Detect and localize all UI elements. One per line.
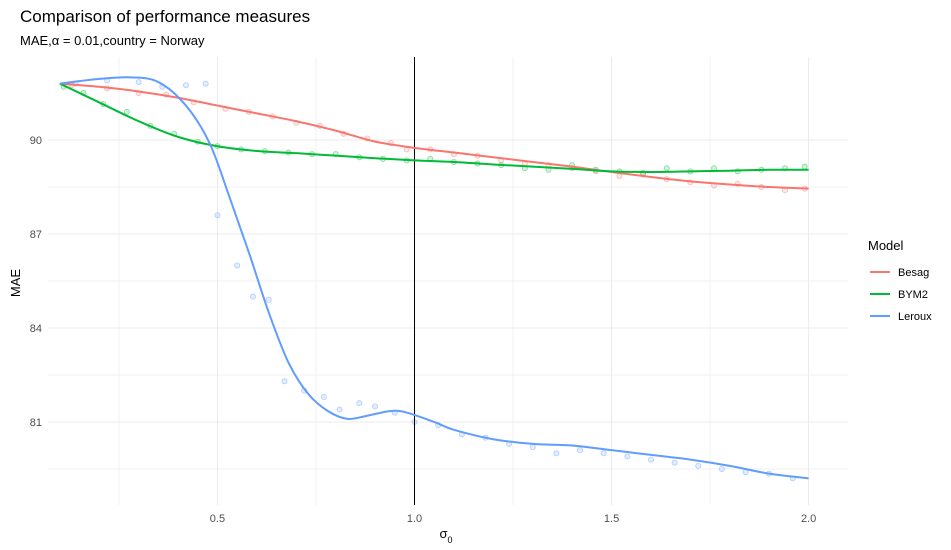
data-point-leroux [234,262,241,269]
data-point-leroux [281,378,288,385]
data-point-leroux [372,403,379,410]
data-point-leroux [553,450,560,457]
data-point-leroux [529,444,536,451]
chart-subtitle: MAE,α = 0.01,country = Norway [20,33,205,48]
data-point-leroux [214,212,221,219]
data-point-bym2 [123,108,130,115]
data-point-leroux [336,406,343,413]
y-axis-title: MAE [8,269,23,298]
series-line-besag [59,82,809,190]
legend-label-leroux: Leroux [898,311,932,323]
data-point-leroux [182,82,189,89]
data-point-leroux [624,453,631,460]
data-point-leroux [695,462,702,469]
data-point-leroux [718,465,725,472]
data-point-leroux [647,456,654,463]
legend-title: Model [868,238,904,253]
x-axis-title: σ0 [439,526,452,545]
y-tick-label: 84 [30,323,42,335]
data-point-leroux [320,393,327,400]
data-point-leroux [265,296,272,303]
data-point-leroux [135,79,142,86]
data-point-bym2 [663,165,670,172]
plot-panel [48,57,848,505]
x-tick-label: 1.0 [407,513,422,525]
legend: Model Besag BYM2 Leroux [868,238,932,323]
data-point-bym2 [801,163,808,170]
x-axis-ticks: 0.5 1.0 1.5 2.0 [210,513,816,525]
legend-label-besag: Besag [898,267,929,279]
series-line-leroux [59,76,809,480]
x-tick-label: 0.5 [210,513,225,525]
data-point-leroux [671,459,678,466]
data-point-leroux [249,293,256,300]
data-point-leroux [202,80,209,87]
data-point-leroux [600,450,607,457]
x-tick-label: 1.5 [604,513,619,525]
y-tick-label: 81 [30,417,42,429]
y-tick-label: 90 [30,135,42,147]
data-point-leroux [577,447,584,454]
y-axis-ticks: 81 84 87 90 [30,135,42,429]
chart-title: Comparison of performance measures [20,7,310,26]
x-tick-label: 2.0 [801,513,816,525]
y-tick-label: 87 [30,229,42,241]
series-line-bym2 [59,82,809,173]
legend-label-bym2: BYM2 [898,289,928,301]
data-point-leroux [356,400,363,407]
